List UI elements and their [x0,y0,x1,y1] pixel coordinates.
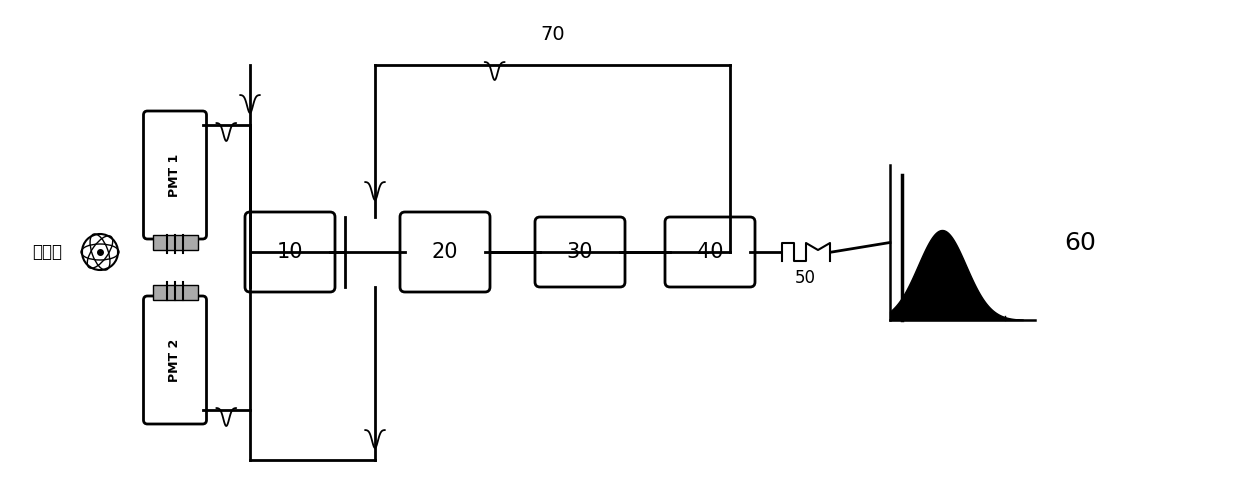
Text: 40: 40 [696,242,724,262]
Bar [152,285,197,300]
FancyBboxPatch shape [535,217,624,287]
Circle shape [82,234,118,270]
Text: 60: 60 [1064,230,1097,255]
Bar [152,235,197,250]
FancyBboxPatch shape [665,217,755,287]
Text: 10: 10 [276,242,304,262]
Text: 20: 20 [431,242,458,262]
Text: PMT 1: PMT 1 [169,153,181,197]
FancyBboxPatch shape [144,111,207,239]
Text: 放射源: 放射源 [32,243,62,261]
Text: PMT 2: PMT 2 [169,338,181,382]
Text: 50: 50 [794,269,815,287]
Text: 30: 30 [566,242,593,262]
FancyBboxPatch shape [400,212,489,292]
FancyBboxPatch shape [245,212,335,292]
Text: 70: 70 [540,26,565,44]
FancyBboxPatch shape [144,296,207,424]
